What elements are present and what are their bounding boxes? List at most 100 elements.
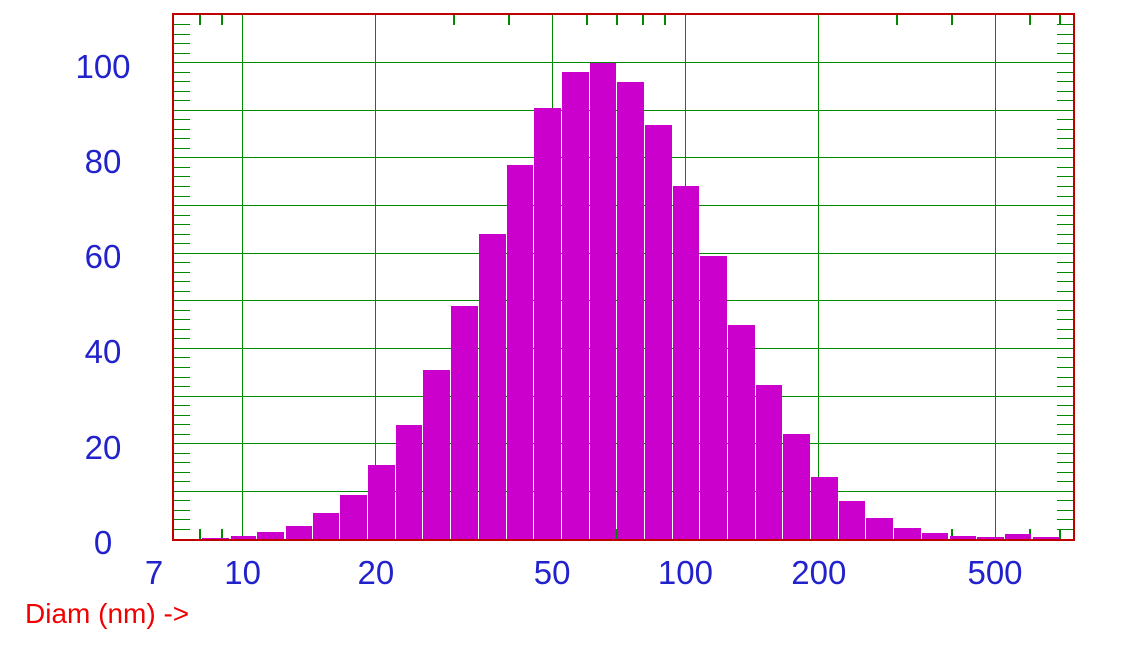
y-minor-tick (174, 481, 190, 483)
y-minor-tick (174, 52, 190, 54)
y-minor-tick (174, 452, 190, 454)
y-minor-tick (174, 214, 190, 216)
y-minor-tick (1057, 128, 1073, 130)
x-minor-tick (586, 15, 589, 25)
histogram-bar (700, 255, 727, 539)
histogram-bar (257, 531, 285, 539)
y-minor-tick (1057, 433, 1073, 435)
y-minor-tick (1057, 405, 1073, 407)
y-minor-tick (1057, 290, 1073, 292)
y-minor-tick (174, 33, 190, 35)
y-minor-tick (174, 90, 190, 92)
y-minor-tick (174, 386, 190, 388)
histogram-bar (395, 424, 423, 539)
y-minor-tick (1057, 376, 1073, 378)
y-minor-tick (174, 414, 190, 416)
y-axis-tick-label: 20 (84, 428, 122, 466)
histogram-bar (755, 384, 783, 539)
x-minor-tick (221, 15, 224, 25)
y-minor-tick (174, 528, 190, 530)
histogram-bar (479, 234, 506, 539)
y-minor-tick (174, 262, 190, 264)
y-minor-tick (1057, 328, 1073, 330)
y-minor-tick (174, 462, 190, 464)
y-minor-tick (174, 309, 190, 311)
y-minor-tick (174, 71, 190, 73)
x-minor-tick (895, 15, 898, 25)
x-minor-tick (664, 15, 667, 25)
y-minor-tick (1057, 243, 1073, 245)
histogram-bar (423, 369, 451, 539)
x-axis-tick-label: 500 (967, 554, 1023, 591)
y-minor-tick (1057, 147, 1073, 149)
y-minor-tick (1057, 424, 1073, 426)
y-axis-tick-label: 0 (93, 524, 113, 561)
y-minor-tick (174, 185, 190, 187)
x-minor-tick (615, 15, 618, 25)
histogram-bar (451, 305, 478, 539)
y-minor-tick (174, 290, 190, 292)
y-minor-tick (174, 147, 190, 149)
y-minor-tick (1057, 71, 1073, 73)
y-minor-tick (174, 376, 190, 378)
y-minor-tick (1057, 357, 1073, 359)
y-minor-tick (1057, 452, 1073, 454)
histogram-bar (894, 527, 921, 539)
y-minor-tick (1057, 309, 1073, 311)
histogram-bar (1004, 534, 1032, 539)
y-minor-tick (1057, 166, 1073, 168)
y-minor-tick (1057, 214, 1073, 216)
y-minor-tick (1057, 185, 1073, 187)
x-gridline (242, 15, 244, 539)
y-minor-tick (174, 281, 190, 283)
y-minor-tick (1057, 33, 1073, 35)
y-minor-tick (174, 138, 190, 140)
y-minor-tick (1057, 100, 1073, 102)
histogram-bar (202, 537, 230, 539)
histogram-bar (728, 324, 755, 539)
y-minor-tick (1057, 481, 1073, 483)
y-minor-tick (1057, 462, 1073, 464)
y-minor-tick (1057, 90, 1073, 92)
x-gridline (818, 15, 820, 539)
histogram-bar (866, 517, 893, 539)
y-minor-tick (174, 500, 190, 502)
y-minor-tick (174, 433, 190, 435)
plot-area (174, 15, 1073, 539)
histogram-bar (561, 72, 589, 539)
y-minor-tick (1057, 414, 1073, 416)
histogram-bar (644, 124, 672, 539)
y-minor-tick (1057, 43, 1073, 45)
y-minor-tick (1057, 319, 1073, 321)
y-minor-tick (1057, 500, 1073, 502)
x-minor-tick (615, 529, 618, 539)
y-minor-tick (1057, 119, 1073, 121)
histogram-bar (949, 535, 976, 539)
y-minor-tick (1057, 386, 1073, 388)
histogram-bar (977, 537, 1004, 539)
y-minor-tick (174, 119, 190, 121)
y-minor-tick (174, 367, 190, 368)
x-minor-tick (951, 15, 954, 25)
histogram-bar (534, 107, 561, 539)
y-minor-tick (1057, 224, 1073, 226)
x-minor-tick (641, 15, 644, 25)
histogram-bar (783, 434, 810, 539)
y-minor-tick (1057, 509, 1073, 511)
x-minor-tick (1029, 529, 1032, 539)
y-minor-tick (174, 357, 190, 359)
y-minor-tick (1057, 271, 1073, 273)
y-minor-tick (174, 81, 190, 83)
histogram-bar (312, 513, 339, 539)
x-minor-tick (198, 15, 201, 25)
x-minor-tick (1058, 529, 1061, 539)
histogram-bar (589, 62, 617, 539)
y-minor-tick (174, 100, 190, 102)
y-minor-tick (1057, 528, 1073, 530)
y-minor-tick (174, 519, 190, 521)
y-minor-tick (1057, 233, 1073, 235)
y-minor-tick (174, 166, 190, 168)
y-minor-tick (1057, 281, 1073, 283)
y-axis-tick-label: 40 (84, 333, 122, 371)
